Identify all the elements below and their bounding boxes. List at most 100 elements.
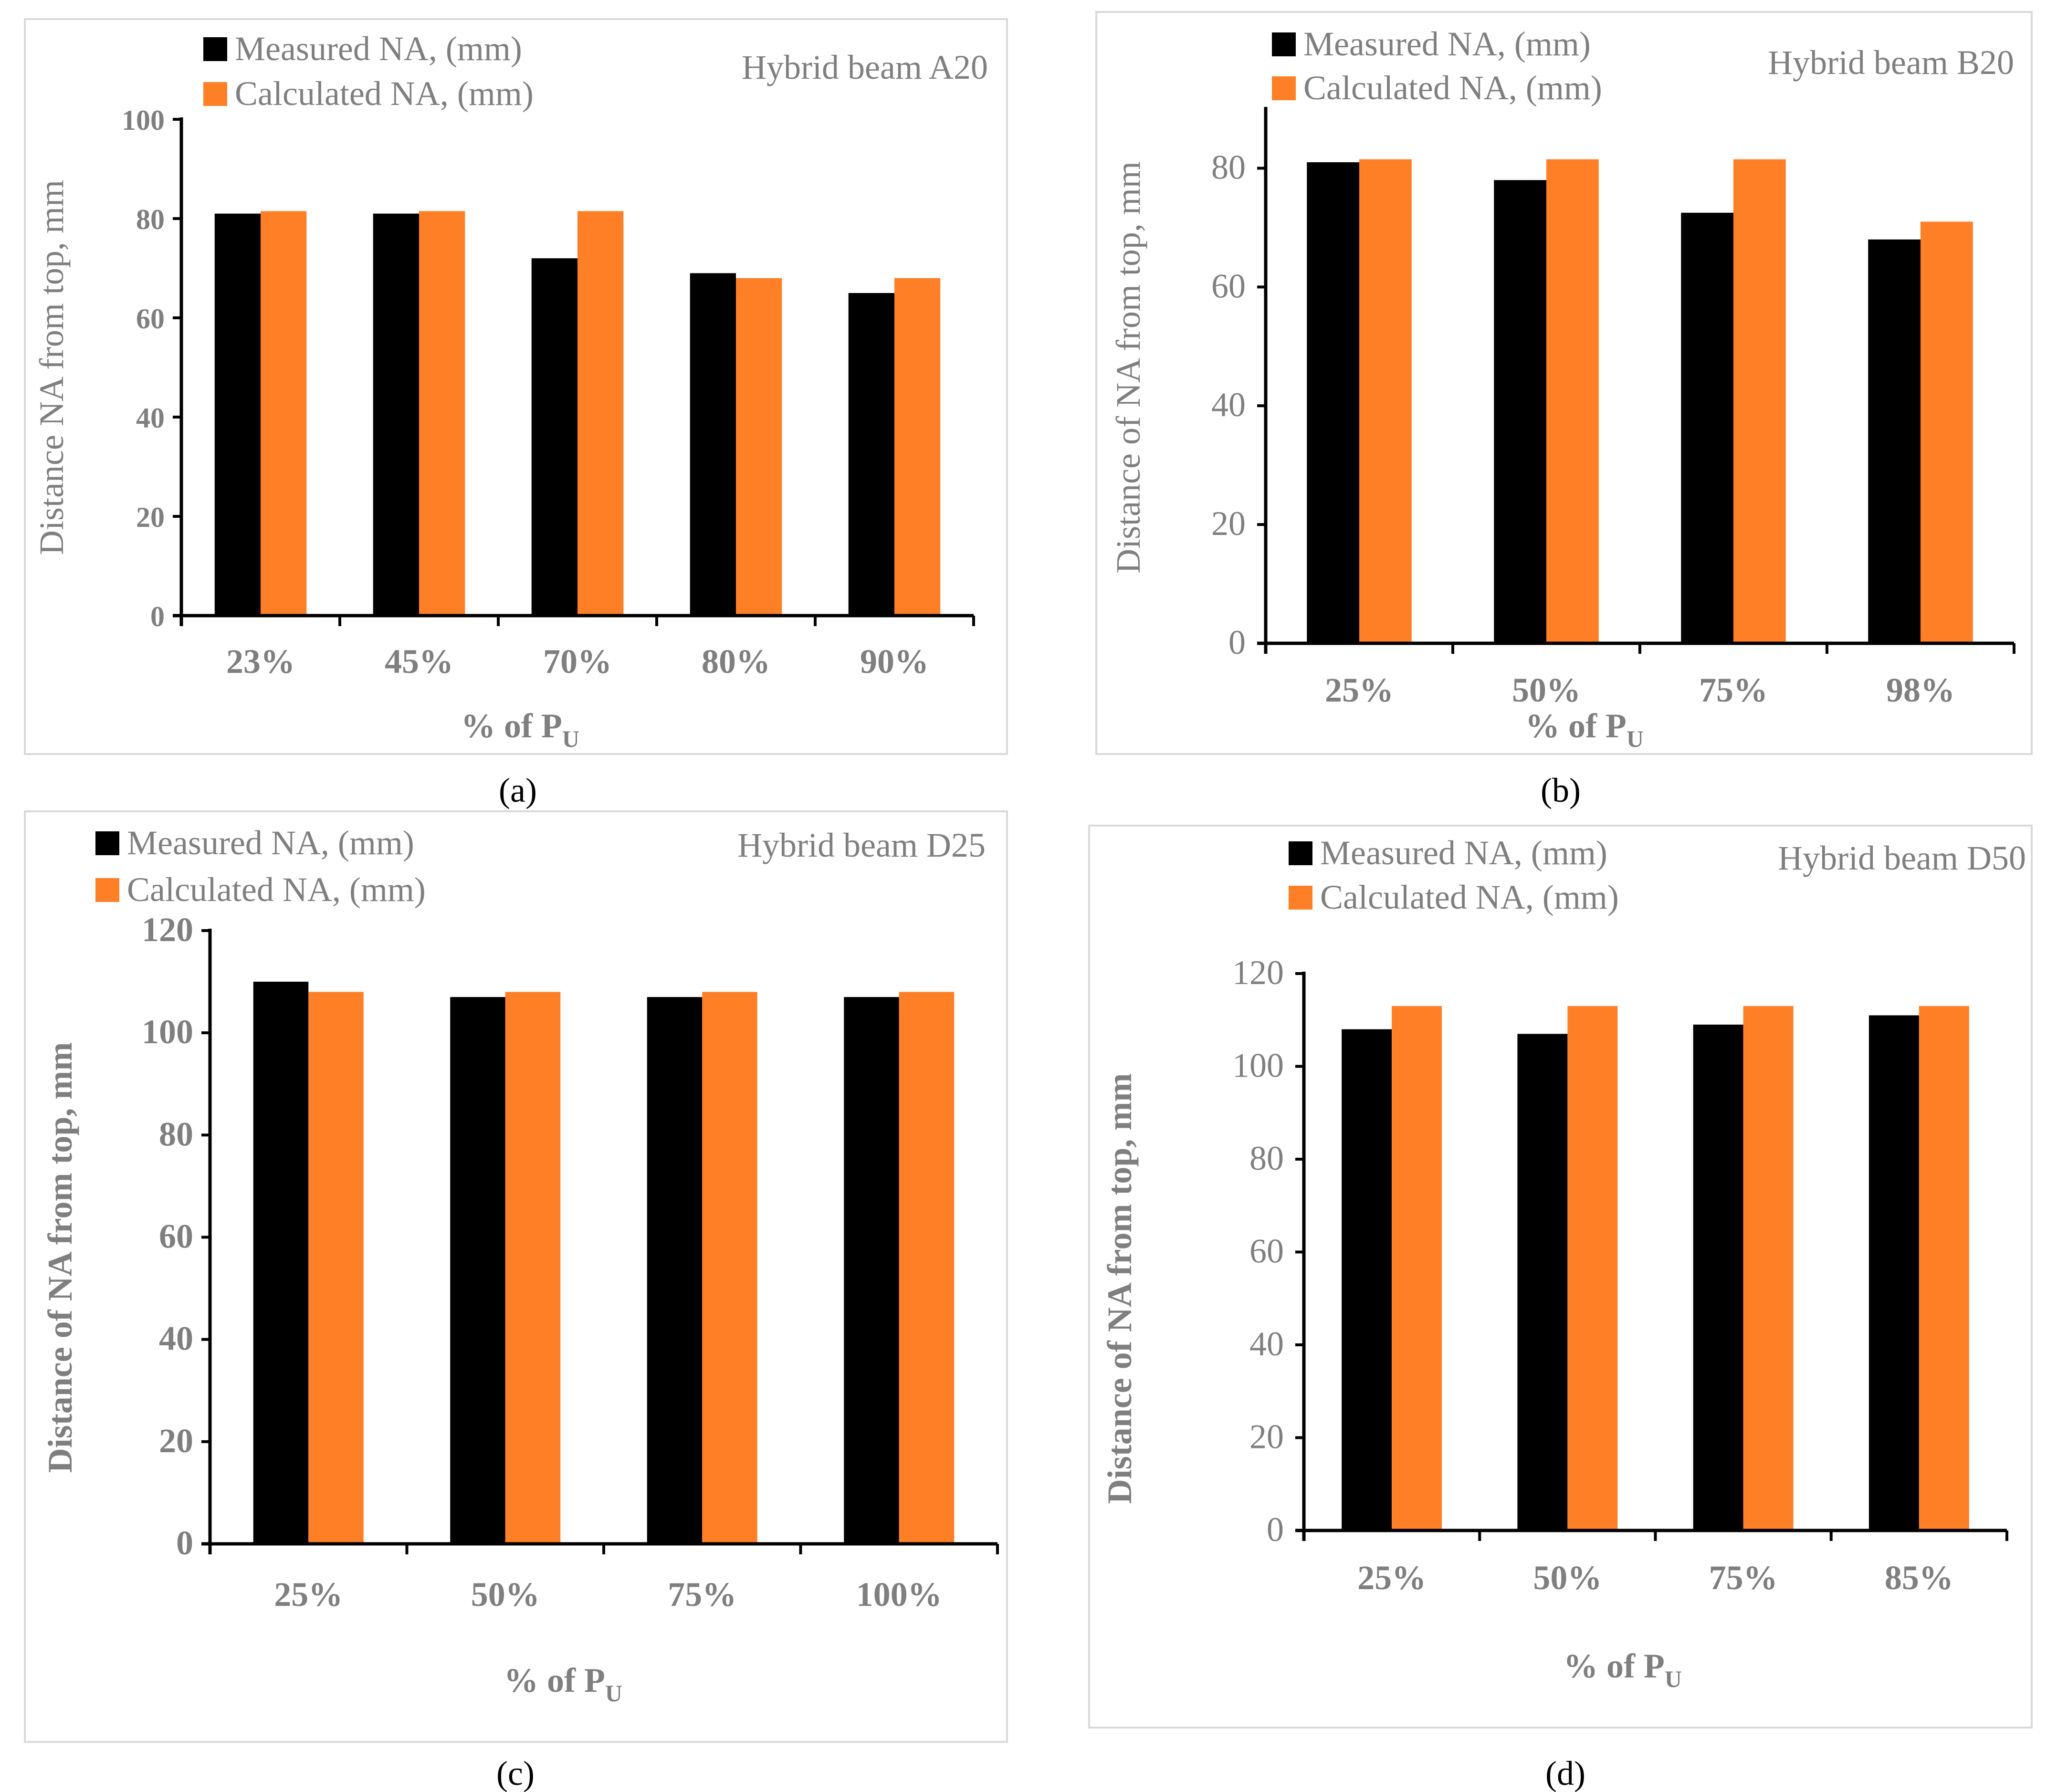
chart-d: Measured NA, (mm) Calculated NA, (mm) Hy… (1088, 825, 2033, 1792)
axes (201, 929, 997, 1554)
bar-measured-70pct (531, 258, 577, 616)
x-tick-label: 25% (1357, 1559, 1426, 1597)
x-tick-label: 50% (1512, 671, 1581, 709)
y-tick-label: 60 (136, 303, 165, 335)
bar-measured-98pct (1868, 239, 1921, 643)
panel-label-d: (d) (1545, 1754, 1585, 1792)
y-axis-ticks: 0 20 40 60 80 100 120 (1232, 954, 1304, 1549)
x-tick-label: 45% (385, 642, 453, 681)
bar-calculated-45pct (419, 211, 465, 616)
bar-calculated-75pct (1733, 159, 1786, 643)
x-tick-label: 75% (1699, 671, 1768, 709)
bar-measured-80pct (690, 273, 736, 616)
bar-calculated-50pct (1567, 1006, 1618, 1530)
bar-measured-75pct (1693, 1024, 1743, 1530)
legend-calculated-label: Calculated NA, (mm) (127, 870, 426, 909)
legend-measured-swatch (1272, 32, 1296, 56)
chart-a: Measured NA, (mm) Calculated NA, (mm) Hy… (24, 18, 1008, 809)
y-tick-label: 40 (1249, 1325, 1284, 1363)
y-axis-ticks: 0 20 40 60 80 100 (122, 105, 181, 632)
bar-calculated-25pct (1359, 159, 1412, 643)
x-tick-label: 98% (1886, 671, 1955, 709)
x-axis-label-main: % of P (1525, 707, 1627, 745)
y-tick-label: 40 (136, 402, 165, 434)
x-tick-label: 85% (1885, 1559, 1953, 1597)
bar-calculated-75pct (702, 992, 757, 1544)
y-tick-label: 120 (142, 911, 193, 949)
chart-b: Measured NA, (mm) Calculated NA, (mm) Hy… (1095, 11, 2033, 809)
y-tick-label: 0 (1267, 1510, 1284, 1549)
y-axis-label: Distance of NA from top, mm (41, 1042, 79, 1473)
y-tick-label: 20 (159, 1422, 193, 1460)
x-tick-label: 25% (274, 1575, 343, 1614)
x-axis-label: % of PU (1525, 707, 1644, 752)
x-axis-label-main: % of P (1564, 1647, 1665, 1685)
legend-measured-label: Measured NA, (mm) (235, 30, 522, 68)
bars (1307, 159, 1973, 643)
y-tick-label: 60 (1249, 1232, 1284, 1270)
panel-label-c: (c) (496, 1754, 535, 1792)
bar-measured-90pct (848, 293, 894, 616)
y-tick-label: 60 (159, 1217, 193, 1256)
axes (1295, 972, 2007, 1541)
bar-calculated-98pct (1921, 221, 1973, 643)
bar-measured-85pct (1868, 1015, 1919, 1530)
bar-measured-50pct (450, 997, 505, 1544)
bar-calculated-50pct (1546, 159, 1599, 643)
bar-measured-45pct (373, 213, 419, 616)
bar-calculated-70pct (577, 211, 624, 616)
y-tick-label: 80 (159, 1115, 193, 1153)
x-tick-label: 75% (1709, 1559, 1778, 1597)
chart-d-title: Hybrid beam D50 (1778, 839, 2026, 877)
x-tick-label: 90% (860, 642, 929, 681)
legend-measured-label: Measured NA, (mm) (1320, 834, 1607, 872)
y-tick-label: 20 (1211, 504, 1246, 543)
panel-label-a: (a) (499, 771, 537, 809)
bar-measured-25pct (253, 982, 309, 1544)
legend-calculated-label: Calculated NA, (mm) (235, 74, 534, 113)
legend-calculated-label: Calculated NA, (mm) (1320, 878, 1619, 916)
legend-measured-label: Measured NA, (mm) (1303, 25, 1591, 63)
y-tick-label: 120 (1232, 954, 1284, 992)
bar-calculated-23pct (261, 211, 307, 616)
bar-calculated-50pct (505, 992, 561, 1544)
panel-label-b: (b) (1541, 771, 1581, 809)
bar-measured-50pct (1494, 180, 1546, 643)
x-axis-label-main: % of P (461, 707, 562, 745)
chart-c-title: Hybrid beam D25 (737, 826, 986, 864)
y-tick-label: 20 (1249, 1418, 1284, 1456)
y-tick-label: 40 (159, 1320, 193, 1358)
axes (1257, 107, 2014, 654)
bar-calculated-85pct (1919, 1006, 1969, 1530)
chart-a-frame (24, 18, 1008, 755)
y-tick-label: 80 (136, 204, 165, 235)
bars (1342, 1006, 1969, 1530)
bar-calculated-90pct (894, 278, 941, 616)
legend-calculated-swatch (1272, 76, 1296, 100)
chart-c: Measured NA, (mm) Calculated NA, (mm) Hy… (24, 810, 1008, 1792)
x-axis-label-main: % of P (504, 1661, 605, 1699)
legend-calculated-swatch (203, 82, 227, 106)
bar-measured-25pct (1307, 162, 1359, 643)
y-tick-label: 100 (142, 1013, 193, 1051)
x-axis-label: % of PU (1564, 1647, 1682, 1692)
legend-measured-swatch (203, 37, 227, 61)
y-tick-label: 20 (136, 502, 165, 533)
bar-measured-50pct (1517, 1034, 1568, 1530)
y-tick-label: 80 (1249, 1139, 1284, 1177)
chart-b-title: Hybrid beam B20 (1768, 43, 2014, 82)
y-tick-label: 0 (176, 1524, 193, 1562)
y-axis-label: Distance NA from top, mm (32, 180, 71, 555)
y-tick-label: 100 (122, 105, 165, 136)
y-axis-ticks: 0 20 40 60 80 (1211, 148, 1266, 661)
y-tick-label: 60 (1211, 267, 1246, 305)
bar-measured-23pct (214, 213, 261, 616)
chart-a-title: Hybrid beam A20 (742, 48, 988, 86)
y-tick-label: 100 (1232, 1047, 1284, 1085)
bar-calculated-100pct (899, 992, 955, 1544)
bar-measured-100pct (844, 997, 899, 1544)
x-tick-label: 50% (1533, 1559, 1602, 1597)
legend-measured-swatch (1289, 841, 1312, 865)
x-axis-label-sub: U (1665, 1666, 1682, 1692)
